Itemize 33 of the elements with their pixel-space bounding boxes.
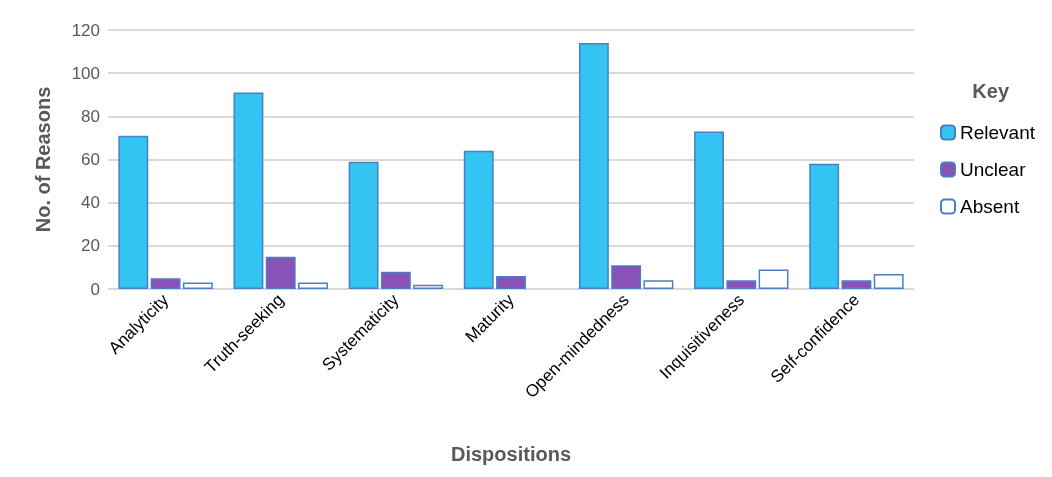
legend-label: Absent <box>960 196 1020 217</box>
y-tick-label: 40 <box>81 193 100 213</box>
bar <box>726 280 757 289</box>
y-axis-title: No. of Reasons <box>32 86 54 233</box>
y-tick-label: 20 <box>81 236 100 256</box>
y-tick-label: 60 <box>81 150 100 169</box>
legend-label: Unclear <box>960 159 1027 180</box>
bar <box>496 276 526 289</box>
legend-label: Relevant <box>960 122 1036 143</box>
bar <box>643 280 674 289</box>
bar <box>348 161 379 289</box>
bar <box>841 280 872 289</box>
bar <box>265 256 296 289</box>
bar <box>118 135 149 289</box>
bar <box>182 282 213 289</box>
bar <box>758 269 789 289</box>
bar <box>873 273 904 289</box>
bar <box>694 131 724 289</box>
y-tick-label: 120 <box>71 20 100 40</box>
bar <box>150 278 181 289</box>
bar <box>380 271 411 289</box>
y-tick-label: 0 <box>90 279 100 299</box>
bar <box>298 282 328 289</box>
bar <box>463 150 494 289</box>
x-axis-title: Dispositions <box>450 443 572 465</box>
bar <box>413 284 444 289</box>
y-tick-label: 80 <box>81 106 100 126</box>
bar <box>809 163 840 289</box>
legend-title: Key <box>972 80 1010 102</box>
bar <box>578 42 609 289</box>
bar <box>611 265 642 289</box>
bar <box>233 92 264 289</box>
y-tick-label: 100 <box>71 63 100 83</box>
